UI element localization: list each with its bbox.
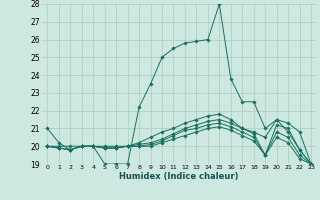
X-axis label: Humidex (Indice chaleur): Humidex (Indice chaleur) (119, 172, 239, 181)
